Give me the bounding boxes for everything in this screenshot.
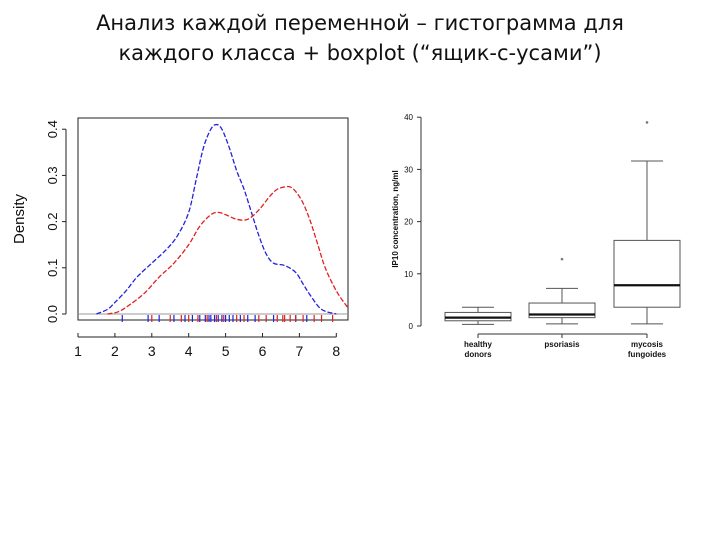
density-x-tick-label: 3 [148, 343, 156, 359]
density-x-tick-label: 4 [185, 343, 193, 359]
boxplot-category-label: psoriasis [544, 340, 580, 349]
boxplot-box [528, 302, 596, 319]
density-y-tick-label: 0.2 [45, 213, 60, 231]
boxplot-box [444, 311, 512, 322]
density-rug [121, 315, 334, 322]
boxplot-category-label-line2: fungoides [628, 350, 667, 359]
boxplot-y-tick-label: 0 [409, 322, 414, 331]
boxplot-box [613, 239, 681, 308]
density-series-red [107, 185, 348, 315]
density-x-tick-label: 2 [111, 343, 119, 359]
density-axis-ticks: 1 2 3 4 5 6 7 8 0.0 0.1 0.2 0.3 0.4 [45, 120, 348, 359]
boxplot-category-label-line2: donors [464, 350, 492, 359]
density-x-tick-label: 6 [259, 343, 267, 359]
density-x-tick-label: 8 [332, 343, 340, 359]
density-plot-frame [77, 117, 349, 321]
boxplot-category-label: mycosis [631, 340, 664, 349]
density-x-tick-label: 1 [74, 343, 82, 359]
boxplot-y-tick-label: 30 [404, 165, 413, 174]
density-series-blue [96, 123, 337, 315]
boxplot-y-tick-label: 10 [404, 270, 413, 279]
boxplot-axes: 0 10 20 30 40 [404, 113, 648, 338]
density-y-tick-label: 0.1 [45, 259, 60, 277]
density-chart: Density 1 2 3 4 5 6 7 8 0.0 0.1 0.2 0.3 0.4 [11, 117, 349, 359]
boxplot-outlier [645, 121, 649, 124]
boxplot-category-label: healthy [464, 340, 493, 349]
boxplot-y-axis-label: IP10 concentration, ng/ml [391, 170, 400, 267]
boxplot-y-tick-label: 40 [404, 113, 413, 122]
slide-title-line-1: Анализ каждой переменной – гистограмма д… [96, 11, 624, 35]
slide-title-line-2: каждого класса + boxplot (“ящик-с-усами”… [118, 41, 602, 65]
density-y-tick-label: 0.0 [45, 305, 60, 323]
density-series [96, 123, 348, 315]
slide-title: Анализ каждой переменной – гистограмма д… [0, 8, 720, 68]
boxplot-y-tick-label: 20 [404, 218, 413, 227]
density-y-tick-label: 0.4 [45, 120, 60, 138]
boxplot-outlier [560, 257, 564, 261]
density-y-tick-label: 0.3 [45, 166, 60, 184]
density-x-tick-label: 5 [222, 343, 230, 359]
boxplot-boxes [444, 121, 681, 325]
density-y-axis-label: Density [11, 193, 28, 244]
density-x-tick-label: 7 [296, 343, 304, 359]
